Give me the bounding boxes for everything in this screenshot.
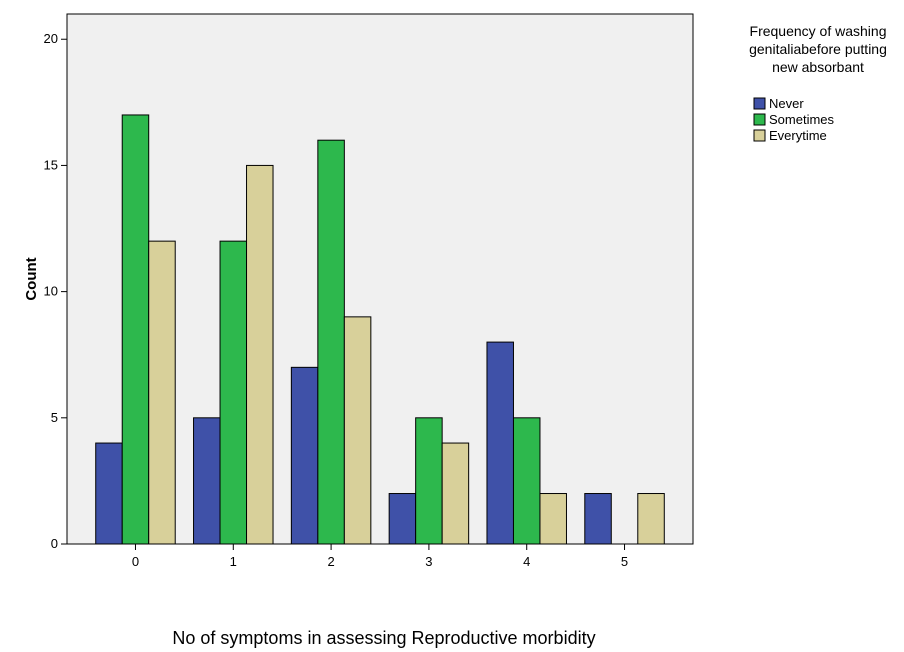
bar-never-3	[388, 493, 417, 545]
bar-everytime-5	[637, 493, 665, 545]
legend-title-line-3: new absorbant	[772, 59, 864, 75]
y-tick-label: 15	[44, 157, 58, 172]
legend-label-sometimes: Sometimes	[769, 112, 835, 127]
bar-sometimes-1	[219, 240, 248, 545]
legend-label-everytime: Everytime	[769, 128, 827, 143]
bar-everytime-0	[148, 240, 176, 545]
legend-title-line-1: Frequency of washing	[750, 23, 887, 39]
y-tick-label: 5	[51, 410, 58, 425]
y-axis: 0 5 10 15 20	[44, 31, 67, 551]
bar-never-5	[584, 493, 612, 545]
bar-everytime-3	[441, 442, 470, 545]
bar-everytime-2	[343, 316, 372, 545]
bar-everytime-1	[246, 164, 274, 545]
legend-swatch-never	[753, 97, 766, 110]
bar-sometimes-0	[121, 114, 150, 545]
legend-swatch-sometimes	[753, 113, 766, 126]
bar-sometimes-3	[415, 417, 443, 545]
bar-never-1	[193, 417, 221, 545]
legend-label-never: Never	[769, 96, 804, 111]
legend: Frequency of washing genitaliabefore put…	[749, 23, 887, 143]
y-tick-label: 20	[44, 31, 58, 46]
x-axis-label: No of symptoms in assessing Reproductive…	[172, 628, 595, 648]
legend-title-line-2: genitaliabefore putting	[749, 41, 887, 57]
bar-never-4	[486, 341, 514, 545]
x-axis: 0 1 2 3 4 5	[132, 544, 628, 569]
x-tick-label: 1	[230, 554, 237, 569]
y-tick-label: 0	[51, 536, 58, 551]
bar-never-2	[290, 366, 319, 545]
x-tick-label: 5	[621, 554, 628, 569]
bars-group	[95, 114, 665, 545]
y-axis-label: Count	[23, 257, 40, 300]
bar-sometimes-2	[317, 139, 345, 545]
bar-sometimes-4	[512, 417, 541, 545]
x-tick-label: 3	[425, 554, 432, 569]
bar-everytime-4	[539, 493, 567, 545]
x-tick-label: 4	[523, 554, 530, 569]
y-tick-label: 10	[44, 284, 58, 299]
x-tick-label: 2	[327, 554, 334, 569]
bar-never-0	[95, 442, 123, 545]
x-tick-label: 0	[132, 554, 139, 569]
legend-swatch-everytime	[753, 129, 766, 142]
